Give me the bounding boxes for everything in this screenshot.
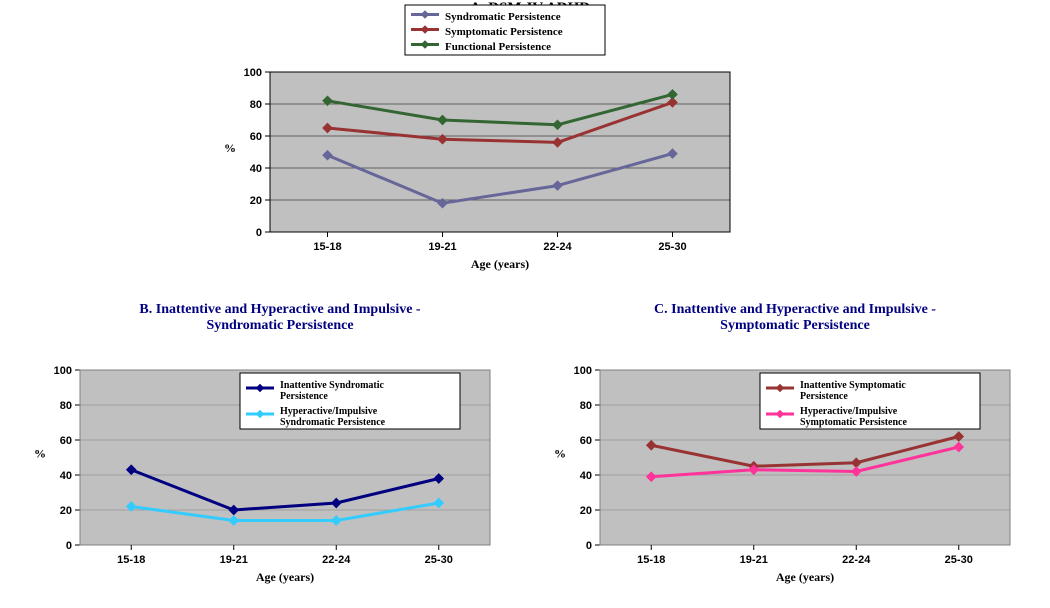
chartC-legend: Inattentive SymptomaticPersistence Hypera… bbox=[760, 373, 980, 429]
svg-text:Syndromatic Persistence: Syndromatic Persistence bbox=[280, 417, 386, 428]
svg-text:60: 60 bbox=[60, 435, 72, 447]
svg-text:%: % bbox=[224, 141, 236, 155]
chartA-svg: 0 20 40 60 80 100 15-18 19-21 22-24 25-30 Age (yea… bbox=[210, 2, 750, 272]
svg-text:%: % bbox=[34, 447, 46, 461]
svg-text:25-30: 25-30 bbox=[658, 241, 686, 253]
svg-text:15-18: 15-18 bbox=[637, 554, 665, 566]
svg-text:0: 0 bbox=[256, 227, 262, 239]
chartA: 0 20 40 60 80 100 15-18 19-21 22-24 25-30 Age (yea… bbox=[210, 2, 750, 272]
chartB-title: B. Inattentive and Hyperactive and Impul… bbox=[60, 302, 500, 334]
chartB-legend: Inattentive SyndromaticPersistence Hypera… bbox=[240, 373, 460, 429]
svg-text:19-21: 19-21 bbox=[428, 241, 456, 253]
svg-text:40: 40 bbox=[250, 163, 262, 175]
chartB-svg: 0 20 40 60 80 100 15-18 19-21 22-24 25-30 Age (yea… bbox=[30, 340, 510, 590]
svg-text:Persistence: Persistence bbox=[280, 391, 328, 402]
svg-text:19-21: 19-21 bbox=[220, 554, 248, 566]
svg-text:Age (years): Age (years) bbox=[471, 257, 529, 271]
svg-text:Inattentive Symptomatic: Inattentive Symptomatic bbox=[800, 380, 906, 391]
svg-text:100: 100 bbox=[54, 365, 72, 377]
svg-text:60: 60 bbox=[580, 435, 592, 447]
svg-text:0: 0 bbox=[66, 540, 72, 552]
svg-text:0: 0 bbox=[586, 540, 592, 552]
svg-text:80: 80 bbox=[580, 400, 592, 412]
chartA-legend: Syndromatic Persistence Symptomatic Persi… bbox=[405, 5, 605, 55]
svg-text:Syndromatic Persistence: Syndromatic Persistence bbox=[445, 11, 561, 23]
svg-text:Age (years): Age (years) bbox=[776, 570, 834, 584]
svg-text:80: 80 bbox=[60, 400, 72, 412]
svg-text:Hyperactive/Impulsive: Hyperactive/Impulsive bbox=[800, 406, 898, 417]
svg-text:Hyperactive/Impulsive: Hyperactive/Impulsive bbox=[280, 406, 378, 417]
chartB: 0 20 40 60 80 100 15-18 19-21 22-24 25-30 Age (yea… bbox=[30, 340, 510, 590]
svg-text:20: 20 bbox=[580, 505, 592, 517]
svg-text:25-30: 25-30 bbox=[945, 554, 973, 566]
svg-text:80: 80 bbox=[250, 99, 262, 111]
svg-text:Age (years): Age (years) bbox=[256, 570, 314, 584]
svg-text:22-24: 22-24 bbox=[543, 241, 572, 253]
svg-text:22-24: 22-24 bbox=[842, 554, 871, 566]
svg-text:Symptomatic Persistence: Symptomatic Persistence bbox=[445, 26, 563, 38]
svg-text:100: 100 bbox=[574, 365, 592, 377]
svg-text:22-24: 22-24 bbox=[322, 554, 351, 566]
svg-text:25-30: 25-30 bbox=[425, 554, 453, 566]
chartC-svg: 0 20 40 60 80 100 15-18 19-21 22-24 25-30 Age (yea… bbox=[550, 340, 1030, 590]
svg-text:Functional Persistence: Functional Persistence bbox=[445, 41, 551, 53]
page: A. DSM-IV ADHD 02040608010015-1819-2122-… bbox=[0, 0, 1050, 608]
svg-text:15-18: 15-18 bbox=[117, 554, 145, 566]
svg-text:40: 40 bbox=[60, 470, 72, 482]
chartC-title: C. Inattentive and Hyperactive and Impul… bbox=[575, 302, 1015, 334]
svg-text:Inattentive Syndromatic: Inattentive Syndromatic bbox=[280, 380, 385, 391]
svg-text:20: 20 bbox=[250, 195, 262, 207]
svg-text:19-21: 19-21 bbox=[740, 554, 768, 566]
svg-text:15-18: 15-18 bbox=[313, 241, 341, 253]
svg-text:20: 20 bbox=[60, 505, 72, 517]
svg-text:%: % bbox=[554, 447, 566, 461]
chartC: 0 20 40 60 80 100 15-18 19-21 22-24 25-30 Age (yea… bbox=[550, 340, 1030, 590]
svg-text:100: 100 bbox=[244, 67, 262, 79]
svg-text:40: 40 bbox=[580, 470, 592, 482]
svg-text:Symptomatic Persistence: Symptomatic Persistence bbox=[800, 417, 907, 428]
svg-text:60: 60 bbox=[250, 131, 262, 143]
svg-text:Persistence: Persistence bbox=[800, 391, 848, 402]
